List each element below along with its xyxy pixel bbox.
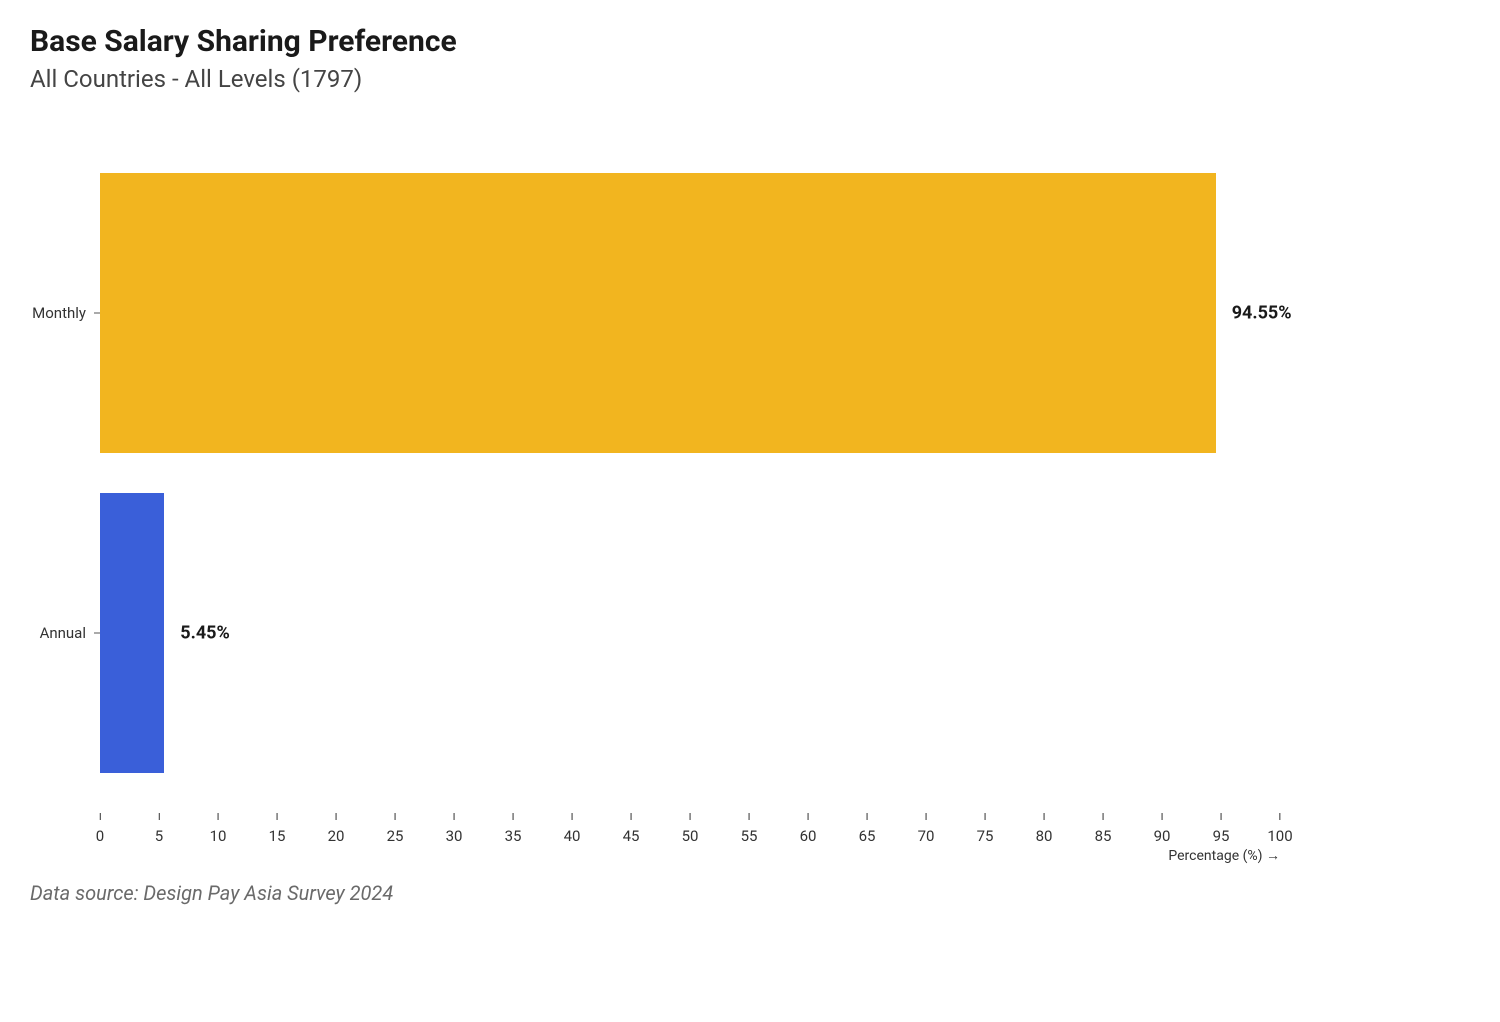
x-tick-label: 20 [328, 827, 345, 845]
x-tick: 30 [446, 813, 463, 845]
x-tick-mark [395, 813, 396, 820]
x-tick: 75 [977, 813, 994, 845]
x-tick-label: 80 [1036, 827, 1053, 845]
x-tick: 5 [155, 813, 163, 845]
x-tick: 15 [269, 813, 286, 845]
x-tick-label: 50 [682, 827, 699, 845]
x-tick-label: 100 [1267, 827, 1292, 845]
x-tick: 35 [505, 813, 522, 845]
x-tick-mark [749, 813, 750, 820]
x-tick-mark [867, 813, 868, 820]
x-tick-mark [1279, 813, 1280, 820]
x-tick-mark [572, 813, 573, 820]
x-tick-mark [631, 813, 632, 820]
x-tick-label: 85 [1095, 827, 1112, 845]
x-tick: 90 [1154, 813, 1171, 845]
x-tick-label: 45 [623, 827, 640, 845]
category-label: Annual [40, 624, 86, 642]
bar-area: 5.45% [100, 493, 1280, 773]
x-tick-label: 5 [155, 827, 163, 845]
x-tick-mark [336, 813, 337, 820]
x-tick-label: 95 [1213, 827, 1230, 845]
x-tick: 60 [800, 813, 817, 845]
bar [100, 173, 1216, 453]
x-tick-mark [218, 813, 219, 820]
bar-area: 94.55% [100, 173, 1280, 453]
x-tick-mark [100, 813, 101, 820]
x-tick: 70 [918, 813, 935, 845]
chart-area: Monthly94.55% Annual5.45% Percentage (%) … [100, 173, 1430, 863]
value-label: 5.45% [180, 623, 230, 644]
x-tick-label: 30 [446, 827, 463, 845]
x-tick-mark [690, 813, 691, 820]
x-tick: 25 [387, 813, 404, 845]
bar [100, 493, 164, 773]
bar-row: Annual5.45% [100, 493, 1430, 773]
x-axis: Percentage (%) → 05101520253035404550556… [100, 813, 1280, 863]
bar-row: Monthly94.55% [100, 173, 1430, 453]
x-tick-mark [159, 813, 160, 820]
x-tick-mark [1221, 813, 1222, 820]
plot-area: Monthly94.55% Annual5.45% [100, 173, 1430, 773]
chart-title: Base Salary Sharing Preference [30, 24, 1470, 59]
x-tick-label: 60 [800, 827, 817, 845]
x-tick: 40 [564, 813, 581, 845]
x-tick-mark [926, 813, 927, 820]
x-tick-mark [808, 813, 809, 820]
x-tick: 10 [210, 813, 227, 845]
x-tick: 0 [96, 813, 104, 845]
value-label: 94.55% [1232, 303, 1292, 324]
x-tick-mark [277, 813, 278, 820]
x-tick: 50 [682, 813, 699, 845]
chart-subtitle: All Countries - All Levels (1797) [30, 65, 1470, 93]
x-tick: 95 [1213, 813, 1230, 845]
x-tick-mark [513, 813, 514, 820]
x-tick-label: 15 [269, 827, 286, 845]
x-tick-label: 55 [741, 827, 758, 845]
category-label: Monthly [32, 304, 86, 322]
x-tick-label: 25 [387, 827, 404, 845]
x-tick: 80 [1036, 813, 1053, 845]
chart-page: Base Salary Sharing Preference All Count… [0, 0, 1500, 1022]
x-tick: 45 [623, 813, 640, 845]
x-tick: 20 [328, 813, 345, 845]
x-tick-label: 75 [977, 827, 994, 845]
x-tick-label: 10 [210, 827, 227, 845]
x-axis-title: Percentage (%) → [1168, 847, 1280, 864]
x-tick: 85 [1095, 813, 1112, 845]
x-tick-mark [454, 813, 455, 820]
x-tick: 55 [741, 813, 758, 845]
x-tick-label: 65 [859, 827, 876, 845]
x-tick: 100 [1267, 813, 1292, 845]
x-tick: 65 [859, 813, 876, 845]
x-tick-label: 0 [96, 827, 104, 845]
x-tick-label: 40 [564, 827, 581, 845]
data-source-footer: Data source: Design Pay Asia Survey 2024 [30, 881, 1470, 905]
x-tick-mark [1044, 813, 1045, 820]
x-tick-label: 70 [918, 827, 935, 845]
x-tick-label: 90 [1154, 827, 1171, 845]
x-tick-label: 35 [505, 827, 522, 845]
x-tick-mark [985, 813, 986, 820]
x-tick-mark [1103, 813, 1104, 820]
x-tick-mark [1162, 813, 1163, 820]
